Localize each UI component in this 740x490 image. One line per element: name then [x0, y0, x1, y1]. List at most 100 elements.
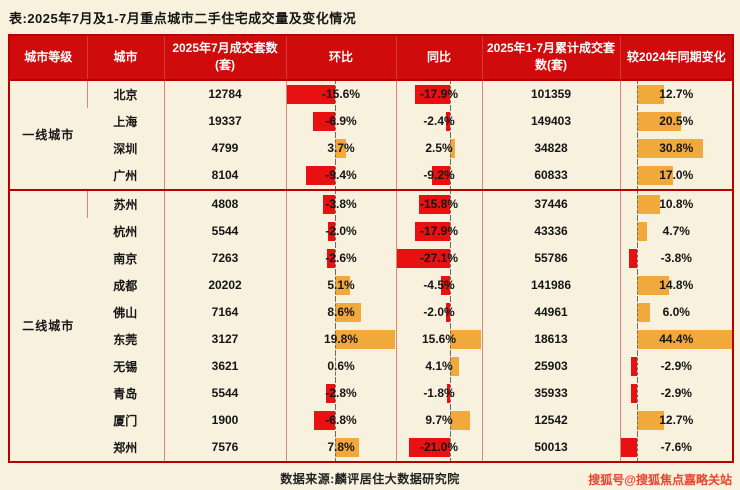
- negative-data-bar: [326, 248, 335, 268]
- zero-axis-line: [450, 325, 452, 353]
- negative-data-bar: [621, 437, 637, 457]
- cumulative-units-cell: 149403: [481, 107, 620, 135]
- vs2024-value: 12.7%: [659, 87, 694, 102]
- cumulative-units-cell: 37446: [481, 188, 620, 218]
- vs2024-bar-cell: 14.8%: [619, 271, 733, 299]
- header-cell-mom: 环比: [285, 35, 396, 81]
- negative-data-bar: [446, 383, 451, 403]
- vs2024-bar-cell: -7.6%: [619, 433, 733, 462]
- mom-bar-cell: -3.8%: [285, 188, 396, 218]
- mom-bar-cell: -9.4%: [285, 161, 396, 190]
- header-cell-vs-2024: 较2024年同期变化: [619, 35, 733, 81]
- zero-axis-line: [334, 271, 336, 299]
- mom-bar-cell: 0.6%: [285, 352, 396, 380]
- footer: 数据来源:麟评居住大数据研究院 搜狐号@搜狐焦点嘉略关站: [8, 470, 732, 490]
- yoy-bar-cell: 9.7%: [395, 406, 482, 434]
- vs2024-bar-cell: 6.0%: [619, 298, 733, 326]
- table-row: 广州 8104 -9.4% -9.2% 60833 17.0%: [9, 161, 733, 190]
- positive-data-bar: [636, 138, 703, 158]
- mom-bar-cell: -6.8%: [285, 406, 396, 434]
- positive-data-bar: [636, 302, 650, 322]
- vs2024-value: -3.8%: [660, 251, 692, 266]
- cumulative-units-cell: 18613: [481, 325, 620, 353]
- yoy-value: 4.1%: [425, 359, 453, 374]
- yoy-bar-cell: -2.0%: [395, 298, 482, 326]
- yoy-value: 15.6%: [421, 332, 457, 347]
- vs2024-bar-cell: 44.4%: [619, 325, 733, 353]
- negative-data-bar: [446, 302, 451, 322]
- mom-value: -3.8%: [325, 197, 357, 212]
- cumulative-units-cell: 35933: [481, 379, 620, 407]
- yoy-bar-cell: 15.6%: [395, 325, 482, 353]
- vs2024-bar-cell: 17.0%: [619, 161, 733, 190]
- table-row: 深圳 4799 3.7% 2.5% 34828 30.8%: [9, 134, 733, 162]
- zero-axis-line: [636, 107, 638, 135]
- yoy-value: 9.7%: [425, 413, 453, 428]
- zero-axis-line: [450, 217, 452, 245]
- vs2024-value: -2.9%: [660, 359, 692, 374]
- zero-axis-line: [636, 406, 638, 434]
- city-cell: 南京: [113, 251, 138, 266]
- positive-data-bar: [636, 221, 647, 241]
- watermark-text: 搜狐号@搜狐焦点嘉略关站: [588, 472, 732, 487]
- negative-data-bar: [432, 165, 451, 185]
- yoy-value: -1.8%: [423, 386, 455, 401]
- positive-data-bar: [636, 84, 664, 104]
- yoy-bar-cell: -9.2%: [395, 161, 482, 190]
- zero-axis-line: [450, 80, 452, 108]
- yoy-value: 2.5%: [425, 141, 453, 156]
- table-row: 一线城市 北京 12784 -15.6% -17.9% 101359 12.7%: [9, 79, 733, 142]
- zero-axis-line: [636, 433, 638, 461]
- table-row: 杭州 5544 -2.0% -17.9% 43336 4.7%: [9, 217, 733, 245]
- cumulative-units-cell: 12542: [481, 406, 620, 434]
- table-body: 一线城市 北京 12784 -15.6% -17.9% 101359 12.7% 上海 1933…: [9, 79, 733, 462]
- zero-axis-line: [334, 379, 336, 407]
- data-table: 城市等级 城市 2025年7月成交套数(套) 环比 同比 2025年1-7月累计…: [8, 34, 734, 463]
- mom-bar-cell: 19.8%: [285, 325, 396, 353]
- positive-data-bar: [334, 138, 346, 158]
- mom-bar-cell: -2.6%: [285, 244, 396, 272]
- zero-axis-line: [334, 298, 336, 326]
- zero-axis-line: [450, 191, 452, 218]
- positive-data-bar: [450, 329, 482, 349]
- mom-value: 5.1%: [327, 278, 355, 293]
- positive-data-bar: [334, 329, 396, 349]
- table-row: 东莞 3127 19.8% 15.6% 18613 44.4%: [9, 325, 733, 353]
- positive-data-bar: [334, 437, 359, 457]
- zero-axis-line: [450, 161, 452, 189]
- positive-data-bar: [636, 165, 674, 185]
- city-cell: 杭州: [113, 224, 138, 239]
- july-units-cell: 1900: [163, 406, 286, 434]
- negative-data-bar: [322, 194, 335, 214]
- yoy-bar-cell: -15.8%: [395, 188, 482, 218]
- mom-bar-cell: 3.7%: [285, 134, 396, 162]
- table-row: 上海 19337 -6.9% -2.4% 149403 20.5%: [9, 107, 733, 135]
- city-cell: 广州: [113, 168, 138, 183]
- cumulative-units-cell: 25903: [481, 352, 620, 380]
- mom-value: 7.8%: [327, 440, 355, 455]
- vs2024-bar-cell: 10.8%: [619, 188, 733, 218]
- yoy-value: -9.2%: [423, 168, 455, 183]
- table-header: 城市等级 城市 2025年7月成交套数(套) 环比 同比 2025年1-7月累计…: [9, 35, 733, 81]
- vs2024-value: 4.7%: [662, 224, 690, 239]
- mom-bar-cell: -2.0%: [285, 217, 396, 245]
- zero-axis-line: [636, 191, 638, 218]
- zero-axis-line: [334, 244, 336, 272]
- vs2024-value: 14.8%: [659, 278, 694, 293]
- positive-data-bar: [450, 356, 459, 376]
- negative-data-bar: [313, 111, 335, 131]
- header-row: 城市等级 城市 2025年7月成交套数(套) 环比 同比 2025年1-7月累计…: [9, 35, 733, 81]
- city-cell: 深圳: [113, 141, 138, 156]
- cumulative-units-cell: 60833: [481, 161, 620, 190]
- july-units-cell: 5544: [163, 217, 286, 245]
- header-cell-city-tier: 城市等级: [9, 35, 87, 81]
- zero-axis-line: [334, 352, 336, 380]
- cumulative-units-cell: 44961: [481, 298, 620, 326]
- vs2024-value: 20.5%: [659, 114, 694, 129]
- yoy-value: -2.4%: [423, 114, 455, 129]
- zero-axis-line: [334, 191, 336, 218]
- mom-value: -2.0%: [325, 224, 357, 239]
- zero-axis-line: [334, 325, 336, 353]
- july-units-cell: 19337: [163, 107, 286, 135]
- positive-data-bar: [636, 410, 664, 430]
